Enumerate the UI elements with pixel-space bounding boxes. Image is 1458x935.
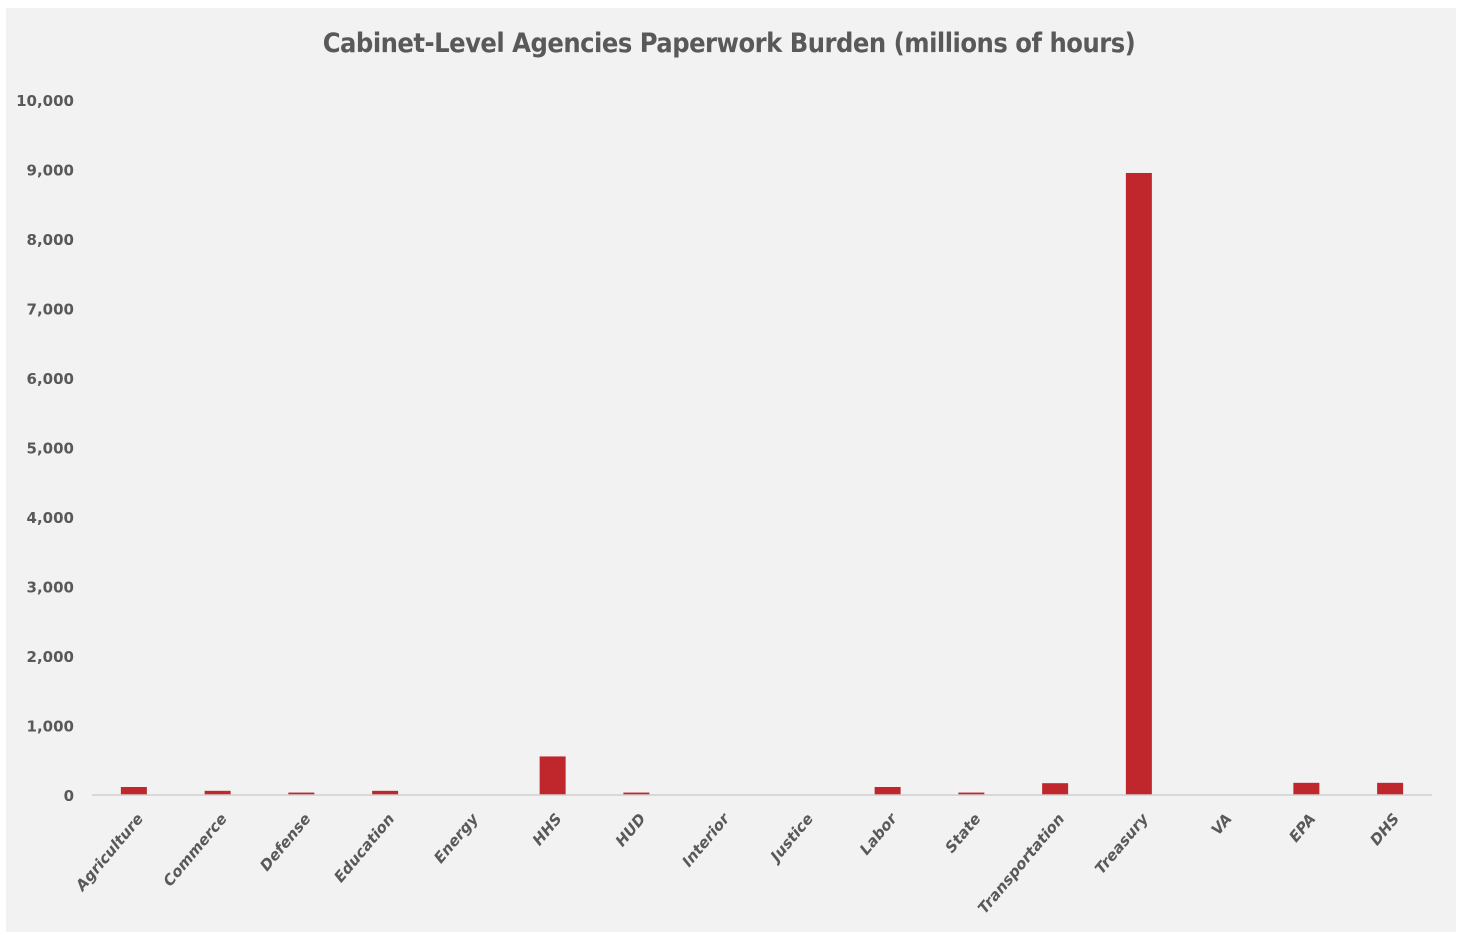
y-tick-label: 10,000 [16,92,74,110]
x-tick-label: HUD [612,810,650,850]
y-tick-label: 4,000 [27,509,74,527]
y-tick-label: 7,000 [27,301,74,319]
x-tick-label: Agriculture [71,810,147,895]
x-tick-label: Defense [256,810,314,875]
x-tick-label: VA [1208,810,1236,839]
bar-dhs [1377,782,1404,795]
bar-commerce [204,790,231,795]
bar-labor [874,787,901,795]
y-tick-label: 3,000 [27,579,74,597]
bar-treasury [1125,172,1152,796]
x-tick-label: Treasury [1091,809,1153,877]
bar-transportation [1042,783,1069,795]
y-tick-label: 2,000 [27,648,74,666]
x-tick-label: State [941,810,984,856]
chart-panel [6,8,1456,932]
y-tick-label: 1,000 [27,718,74,736]
y-tick-label: 0 [64,787,74,805]
y-tick-label: 9,000 [27,162,74,180]
y-tick-label: 5,000 [27,440,74,458]
bar-epa [1293,782,1320,795]
x-tick-label: HHS [529,810,566,849]
y-axis-ticks: 0 1,000 2,000 3,000 4,000 5,000 6,000 7,000 8,00… [16,92,74,805]
x-tick-label: Energy [430,809,483,867]
x-tick-label: Labor [856,809,902,859]
x-tick-label: Transportation [974,810,1068,917]
bars [120,172,1404,796]
x-tick-label: EPA [1285,810,1319,846]
x-tick-label: DHS [1366,810,1403,849]
x-tick-label: Education [330,810,398,886]
bar-hud [623,792,650,795]
x-tick-label: Justice [765,810,817,867]
y-tick-label: 8,000 [27,231,74,249]
bar-hhs [539,756,566,795]
x-tick-label: Commerce [160,810,231,890]
x-axis-labels: Agriculture Commerce Defense Education Energ… [71,809,1403,917]
bar-state [958,792,985,795]
y-tick-label: 6,000 [27,370,74,388]
x-tick-label: Interior [678,809,734,871]
bar-agriculture [120,787,147,795]
bar-education [372,790,399,795]
chart-title: Cabinet-Level Agencies Paperwork Burden … [322,28,1136,59]
bar-defense [288,792,315,795]
